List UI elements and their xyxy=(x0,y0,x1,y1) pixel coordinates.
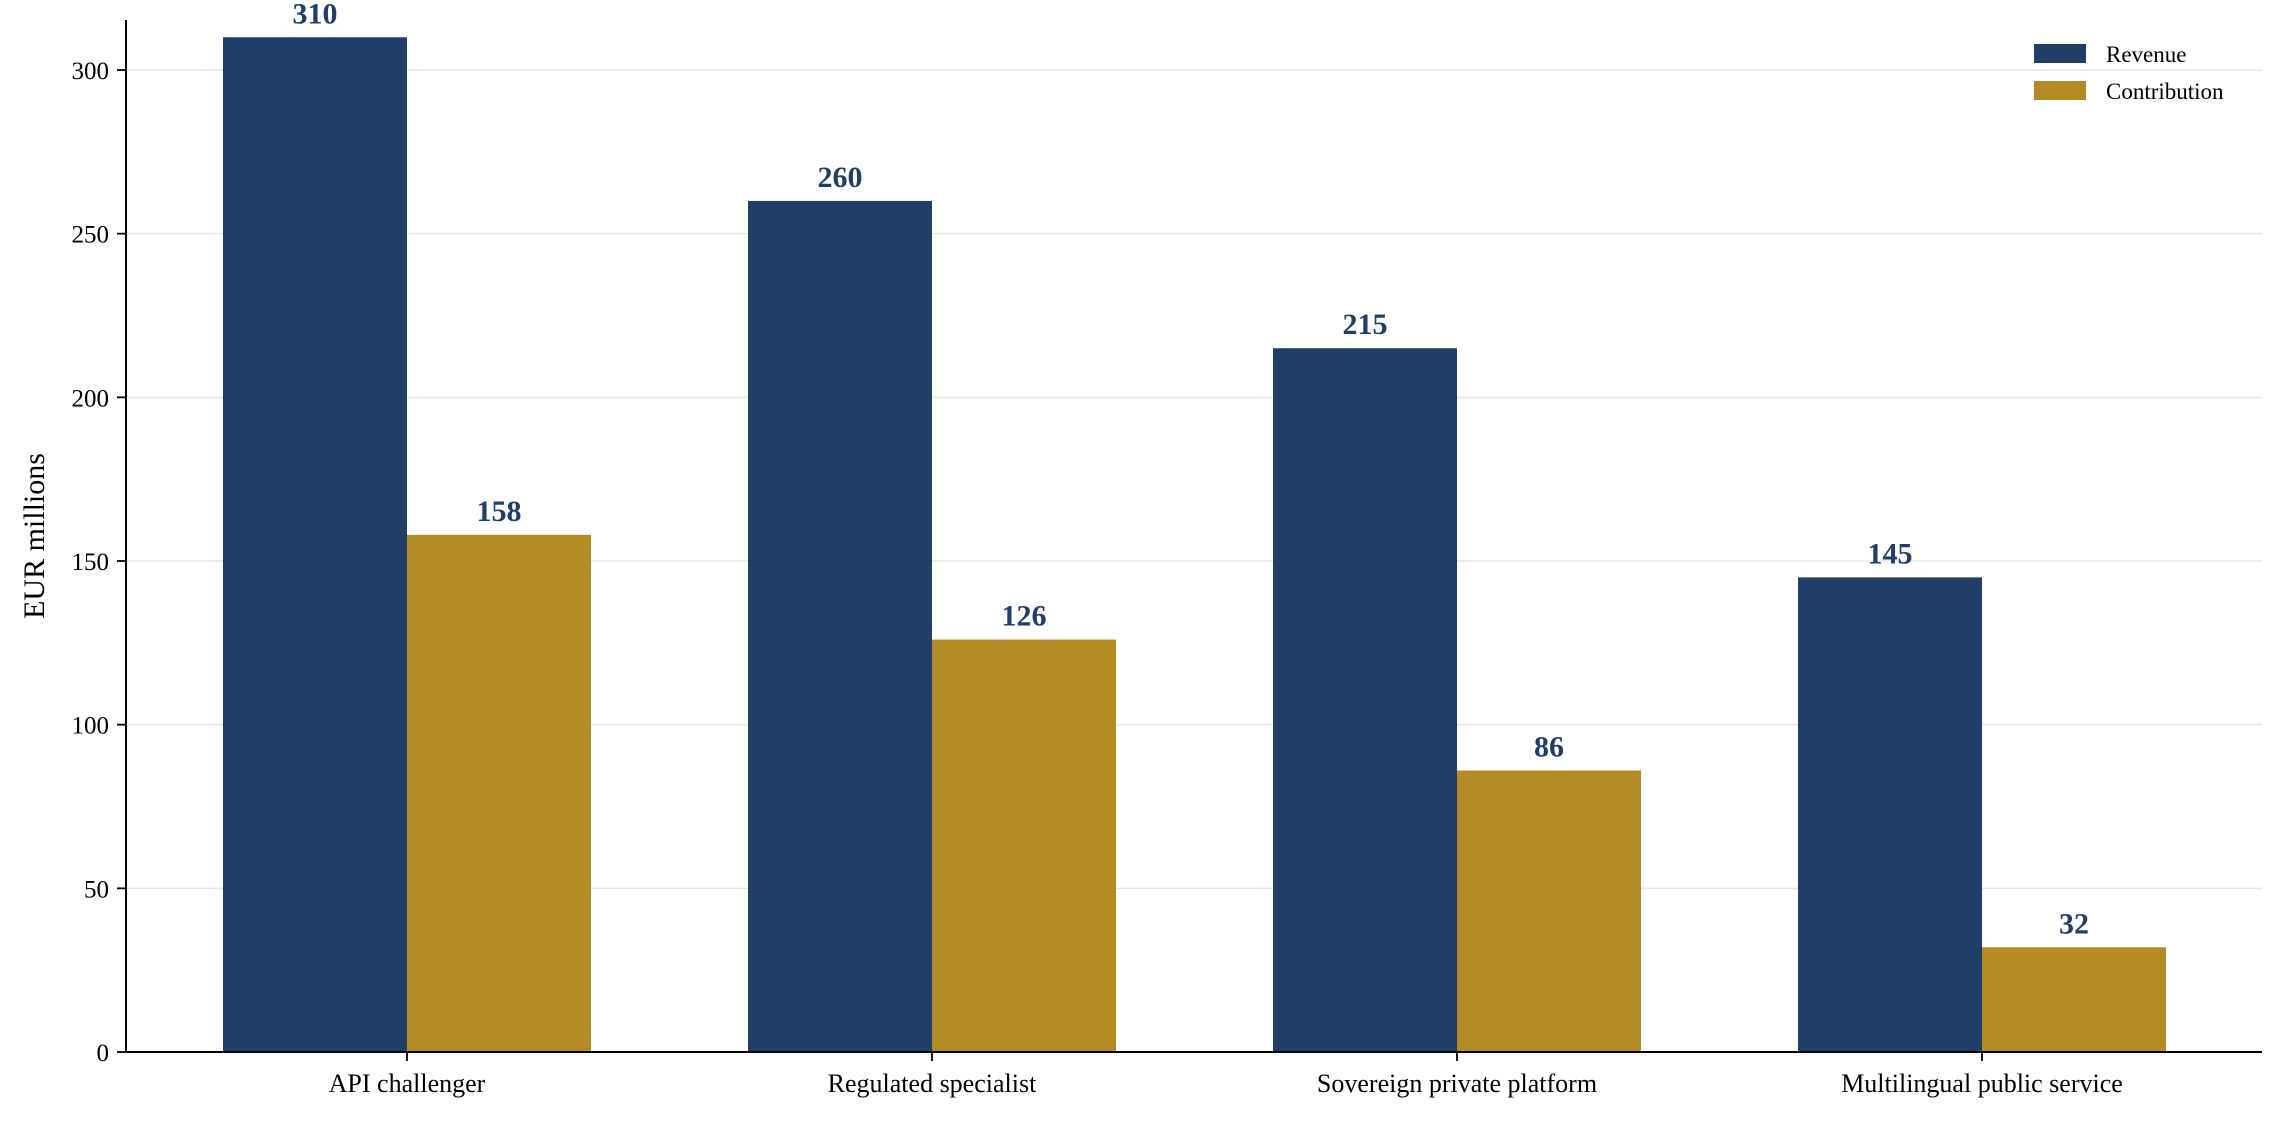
bar-contribution-2 xyxy=(932,639,1116,1052)
bar-revenue-2 xyxy=(748,200,932,1052)
x-tick-label-1: API challenger xyxy=(329,1069,486,1098)
y-tick-label-100: 100 xyxy=(72,713,110,740)
legend-label-contribution: Contribution xyxy=(2106,79,2224,104)
bar-revenue-3 xyxy=(1273,348,1457,1052)
bar-contribution-1 xyxy=(407,534,591,1052)
bar-contribution-3 xyxy=(1457,770,1641,1052)
value-label-revenue-4: 145 xyxy=(1868,537,1913,570)
value-label-revenue-3: 215 xyxy=(1343,308,1388,341)
legend: Revenue Contribution xyxy=(2034,42,2224,104)
y-axis-title: EUR millions xyxy=(18,453,51,619)
value-label-contribution-4: 32 xyxy=(2059,907,2089,940)
bar-contribution-4 xyxy=(1982,947,2166,1052)
value-labels: 310 158 260 126 215 86 145 32 xyxy=(293,0,2090,940)
y-ticks: 0 50 100 150 200 250 300 xyxy=(72,58,126,1067)
value-label-revenue-2: 260 xyxy=(818,161,863,194)
y-tick-label-50: 50 xyxy=(84,876,109,903)
value-label-contribution-1: 158 xyxy=(477,495,522,528)
value-label-revenue-1: 310 xyxy=(293,0,338,30)
x-ticks: API challenger Regulated specialist Sovere… xyxy=(329,1052,2123,1098)
legend-swatch-revenue xyxy=(2034,44,2086,63)
value-label-contribution-2: 126 xyxy=(1002,600,1047,633)
x-tick-label-4: Multilingual public service xyxy=(1841,1069,2123,1098)
legend-label-revenue: Revenue xyxy=(2106,42,2186,67)
axes xyxy=(125,20,2262,1053)
y-tick-label-150: 150 xyxy=(72,549,110,576)
y-tick-label-0: 0 xyxy=(97,1040,110,1067)
y-tick-label-250: 250 xyxy=(72,222,110,249)
bar-revenue-4 xyxy=(1798,577,1982,1052)
bars xyxy=(223,37,2166,1053)
y-tick-label-200: 200 xyxy=(72,385,110,412)
x-tick-label-2: Regulated specialist xyxy=(828,1069,1037,1098)
legend-swatch-contribution xyxy=(2034,81,2086,100)
y-tick-label-300: 300 xyxy=(72,58,110,85)
x-tick-label-3: Sovereign private platform xyxy=(1317,1069,1597,1098)
bar-revenue-1 xyxy=(223,37,407,1053)
value-label-contribution-3: 86 xyxy=(1534,730,1564,763)
